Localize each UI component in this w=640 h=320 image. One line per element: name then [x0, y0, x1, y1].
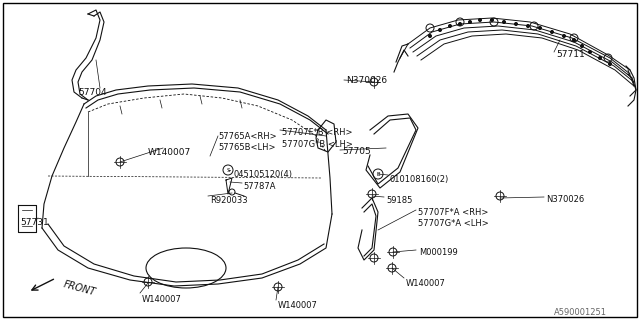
Text: 045105120(4): 045105120(4) [233, 170, 292, 179]
Circle shape [449, 25, 451, 28]
Text: 57707G*B <LH>: 57707G*B <LH> [282, 140, 353, 149]
Text: S: S [227, 167, 230, 172]
Text: 57765B<LH>: 57765B<LH> [218, 143, 275, 152]
Text: 010108160(2): 010108160(2) [390, 175, 449, 184]
Text: 57707F*A <RH>: 57707F*A <RH> [418, 208, 488, 217]
Text: 57707G*A <LH>: 57707G*A <LH> [418, 219, 489, 228]
Text: M000199: M000199 [419, 248, 458, 257]
Circle shape [479, 19, 481, 21]
Circle shape [550, 30, 554, 34]
Circle shape [438, 28, 442, 31]
Text: R920033: R920033 [210, 196, 248, 205]
Circle shape [563, 35, 566, 37]
Circle shape [538, 27, 541, 29]
Text: W140007: W140007 [278, 301, 318, 310]
Text: W140007: W140007 [142, 295, 182, 304]
Text: N370026: N370026 [546, 195, 584, 204]
Circle shape [502, 20, 506, 23]
Circle shape [598, 57, 602, 60]
Text: W140007: W140007 [406, 279, 446, 288]
Text: A590001251: A590001251 [554, 308, 607, 317]
Text: N370026: N370026 [346, 76, 387, 85]
Text: 57765A<RH>: 57765A<RH> [218, 132, 276, 141]
Text: 59185: 59185 [386, 196, 412, 205]
Circle shape [515, 22, 518, 26]
Circle shape [458, 22, 461, 26]
Circle shape [609, 62, 611, 66]
Circle shape [589, 51, 591, 53]
Text: FRONT: FRONT [62, 279, 97, 297]
Text: 57711: 57711 [556, 50, 585, 59]
Text: W140007: W140007 [148, 148, 191, 157]
Text: 57731: 57731 [20, 218, 49, 227]
Text: 57787A: 57787A [243, 182, 275, 191]
Text: 57704: 57704 [78, 88, 107, 97]
Circle shape [429, 35, 431, 37]
Circle shape [468, 20, 472, 23]
Circle shape [527, 25, 529, 28]
Text: 57705: 57705 [342, 147, 371, 156]
Circle shape [580, 44, 584, 47]
Text: 57707F*B <RH>: 57707F*B <RH> [282, 128, 353, 137]
Text: B: B [376, 172, 380, 177]
Circle shape [490, 19, 493, 21]
Circle shape [573, 38, 575, 42]
